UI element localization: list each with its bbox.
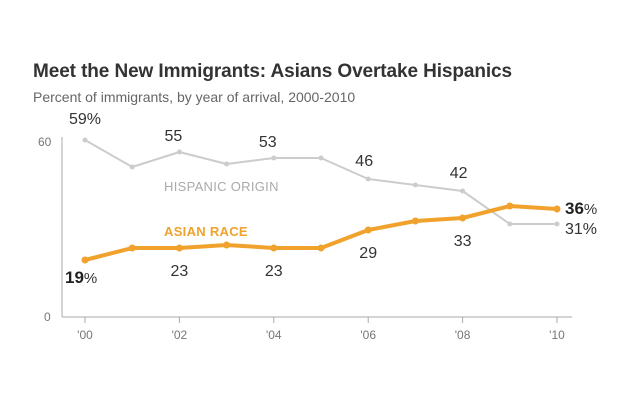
asian-data-label: 33	[454, 233, 472, 250]
chart-title: Meet the New Immigrants: Asians Overtake…	[33, 61, 512, 82]
asian-data-label: 29	[359, 245, 377, 262]
hispanic-point	[224, 161, 230, 167]
x-tick-label: '10	[549, 328, 565, 342]
asian-data-label: 19%	[65, 268, 97, 287]
asian-point	[411, 217, 419, 225]
asian-point	[506, 202, 514, 210]
asian-data-label: 36%	[565, 199, 597, 218]
x-tick-label: '04	[266, 328, 282, 342]
series-label-asian: ASIAN RACE	[164, 224, 248, 239]
asian-point	[128, 244, 136, 252]
hispanic-data-label: 53	[259, 134, 277, 151]
hispanic-data-label: 59%	[69, 111, 101, 128]
hispanic-data-label: 55	[165, 128, 183, 145]
asian-line	[83, 204, 559, 262]
x-tick-label: '00	[77, 328, 93, 342]
y-tick-label: 0	[44, 310, 51, 324]
hispanic-point	[271, 155, 277, 161]
asian-point	[364, 226, 372, 234]
asian-point	[175, 244, 183, 252]
asian-point	[553, 205, 561, 213]
x-tick-label: '08	[455, 328, 471, 342]
hispanic-data-label: 46	[355, 153, 373, 170]
hispanic-data-label: 42	[450, 165, 468, 182]
hispanic-point	[176, 149, 182, 155]
hispanic-point	[129, 164, 135, 170]
hispanic-point	[365, 176, 371, 182]
asian-point	[223, 241, 231, 249]
chart-subtitle: Percent of immigrants, by year of arriva…	[33, 89, 356, 105]
hispanic-point	[507, 221, 513, 227]
hispanic-data-label: 31%	[565, 221, 597, 238]
hispanic-point	[554, 221, 560, 227]
asian-point	[81, 256, 89, 264]
asian-data-label: 23	[265, 263, 283, 280]
hispanic-point	[318, 155, 324, 161]
y-tick-label: 60	[38, 135, 52, 149]
hispanic-point	[82, 137, 88, 143]
asian-data-label: 23	[171, 263, 189, 280]
hispanic-point	[412, 182, 418, 188]
x-tick-label: '02	[172, 328, 188, 342]
hispanic-point	[460, 188, 466, 194]
x-tick-label: '06	[360, 328, 376, 342]
percent-sign: %	[84, 270, 97, 287]
series-label-hispanic: HISPANIC ORIGIN	[164, 179, 279, 194]
percent-sign: %	[584, 201, 597, 218]
asian-point	[459, 214, 467, 222]
asian-point	[270, 244, 278, 252]
asian-point	[317, 244, 325, 252]
